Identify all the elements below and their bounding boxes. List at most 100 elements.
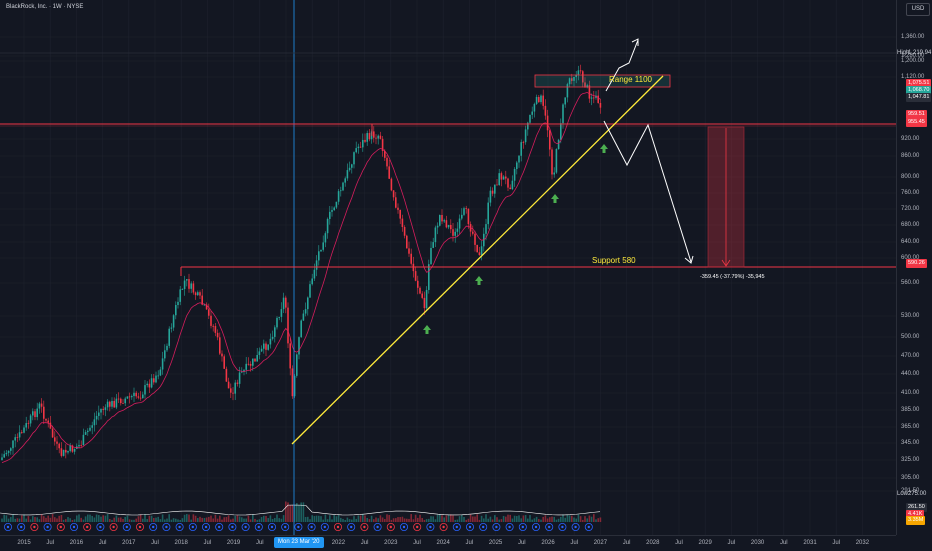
currency-button[interactable]: USD bbox=[906, 3, 930, 16]
candle-body bbox=[91, 425, 93, 428]
event-icon[interactable] bbox=[83, 523, 92, 532]
event-icon[interactable] bbox=[175, 523, 184, 532]
event-icon[interactable] bbox=[70, 523, 79, 532]
volume-bar bbox=[560, 516, 562, 522]
event-icon[interactable] bbox=[347, 523, 356, 532]
event-icon-dot bbox=[33, 525, 36, 529]
volume-bar bbox=[326, 519, 329, 522]
price-label: 261.50 bbox=[906, 503, 927, 512]
event-icon[interactable] bbox=[162, 523, 171, 532]
event-icon-dot bbox=[165, 525, 168, 529]
price-tick: 470.00 bbox=[901, 353, 920, 359]
volume-bar bbox=[126, 515, 129, 522]
event-icon[interactable] bbox=[149, 523, 158, 532]
volume-bar bbox=[348, 519, 351, 522]
event-icon[interactable] bbox=[241, 523, 250, 532]
event-icon[interactable] bbox=[43, 523, 52, 532]
candle-body bbox=[333, 207, 335, 211]
candle-body bbox=[45, 418, 47, 421]
event-icon[interactable] bbox=[17, 523, 26, 532]
event-icon[interactable] bbox=[294, 523, 303, 532]
event-icon[interactable] bbox=[479, 523, 488, 532]
event-icon[interactable] bbox=[386, 523, 395, 532]
volume-bar bbox=[258, 519, 261, 522]
event-icon[interactable] bbox=[492, 523, 501, 532]
volume-bar bbox=[197, 518, 199, 522]
time-tick: 2024 bbox=[436, 540, 450, 546]
event-icon[interactable] bbox=[267, 523, 276, 532]
event-icon[interactable] bbox=[505, 523, 514, 532]
event-icon[interactable] bbox=[333, 523, 342, 532]
time-tick: 2030 bbox=[750, 540, 765, 546]
event-icon-dot bbox=[442, 525, 445, 529]
candle-body bbox=[289, 343, 291, 369]
symbol-title[interactable]: BlackRock, Inc. · 1W · NYSE bbox=[6, 4, 84, 10]
volume-bar bbox=[78, 514, 80, 522]
event-icon-dot bbox=[46, 525, 49, 529]
event-icon[interactable] bbox=[399, 523, 408, 532]
trend-line[interactable] bbox=[291, 75, 664, 445]
chart-plot-area[interactable] bbox=[0, 0, 896, 535]
candle-body bbox=[210, 315, 212, 326]
event-icon[interactable] bbox=[122, 523, 131, 532]
candle-body bbox=[590, 97, 593, 99]
event-icon-dot bbox=[257, 525, 260, 529]
event-icon[interactable] bbox=[254, 523, 263, 532]
time-tick: 2029 bbox=[698, 540, 712, 546]
event-icon[interactable] bbox=[201, 523, 210, 532]
candle-body bbox=[256, 355, 258, 362]
event-icon[interactable] bbox=[4, 523, 12, 532]
price-tick: 860.00 bbox=[901, 153, 920, 159]
volume-bar bbox=[408, 518, 410, 522]
event-icon[interactable] bbox=[360, 523, 369, 532]
event-icon[interactable] bbox=[188, 523, 197, 532]
range-box[interactable] bbox=[534, 74, 671, 88]
volume-bar bbox=[280, 518, 283, 522]
event-icon[interactable] bbox=[109, 523, 118, 532]
event-icon[interactable] bbox=[413, 523, 422, 532]
volume-bar bbox=[115, 515, 118, 522]
event-icon[interactable] bbox=[30, 523, 39, 532]
event-icon[interactable] bbox=[56, 523, 65, 532]
candle-body bbox=[155, 375, 157, 383]
candle-body bbox=[555, 149, 558, 173]
event-icon[interactable] bbox=[545, 523, 554, 532]
volume-bar bbox=[491, 519, 494, 522]
volume-bar bbox=[487, 518, 489, 522]
event-icon[interactable] bbox=[465, 523, 474, 532]
event-icon[interactable] bbox=[439, 523, 448, 532]
volume-bar bbox=[285, 501, 287, 522]
volume-bar bbox=[236, 515, 239, 522]
event-icon[interactable] bbox=[373, 523, 382, 532]
event-icon[interactable] bbox=[307, 523, 316, 532]
candle-body bbox=[197, 292, 199, 296]
time-tick: Jul bbox=[570, 540, 579, 546]
event-icon[interactable] bbox=[215, 523, 224, 532]
time-tick: Jul bbox=[413, 540, 421, 546]
event-icon[interactable] bbox=[320, 523, 329, 532]
event-icon[interactable] bbox=[228, 523, 237, 532]
event-icon[interactable] bbox=[584, 523, 593, 532]
candle-body bbox=[133, 392, 135, 397]
candle-body bbox=[247, 363, 250, 365]
event-icon[interactable] bbox=[518, 523, 527, 532]
volume-bar bbox=[289, 505, 291, 522]
event-icon-dot bbox=[336, 525, 340, 529]
event-icon[interactable] bbox=[426, 523, 435, 532]
event-icon[interactable] bbox=[96, 523, 105, 532]
event-icon[interactable] bbox=[452, 523, 461, 532]
volume-bar bbox=[54, 517, 56, 522]
event-icon[interactable] bbox=[558, 523, 567, 532]
event-icons-row[interactable] bbox=[4, 523, 593, 532]
candle-body bbox=[175, 305, 177, 316]
volume-bar bbox=[542, 516, 544, 522]
event-icon[interactable] bbox=[571, 523, 580, 532]
event-icon[interactable] bbox=[135, 523, 144, 532]
volume-bar bbox=[553, 516, 555, 522]
time-axis[interactable]: 2015Jul2016Jul2017Jul2018Jul2019Jul2021J… bbox=[0, 535, 896, 551]
event-icon[interactable] bbox=[532, 523, 541, 532]
event-icon[interactable] bbox=[281, 523, 290, 532]
volume-bar bbox=[1, 518, 3, 522]
candle-body bbox=[399, 209, 401, 219]
